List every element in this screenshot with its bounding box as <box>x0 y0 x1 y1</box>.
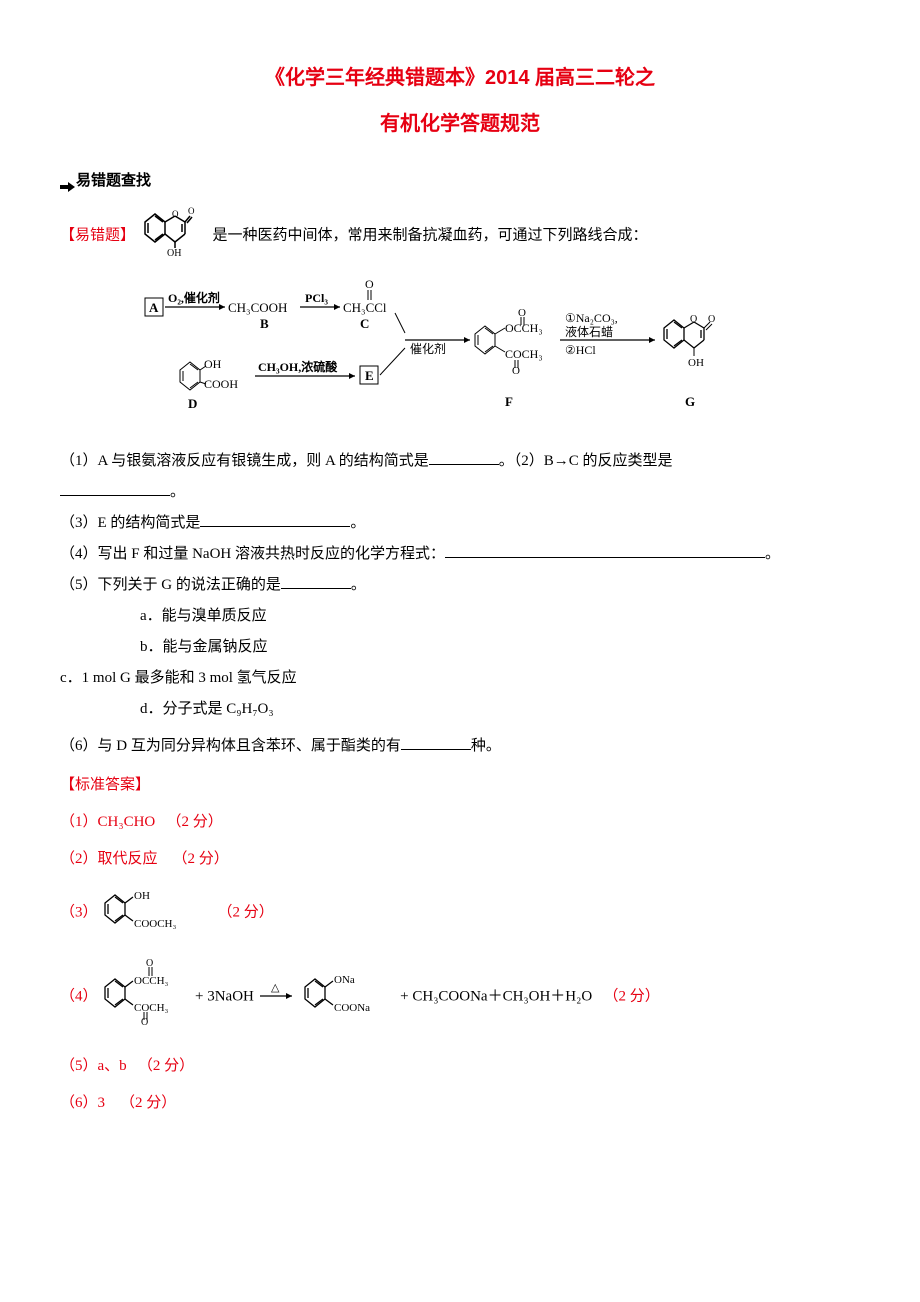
answer-6: （6）3 （2 分） <box>60 1090 860 1117</box>
svg-text:O: O <box>365 278 374 291</box>
q4-text: （4）写出 F 和过量 NaOH 溶液共热时反应的化学方程式： <box>60 546 445 562</box>
q1-blank <box>429 449 499 465</box>
q2-blank <box>60 480 170 496</box>
reaction-scheme: A O₂,催化剂 CH₃COOH B PCl₃ CH₃CCl O C OH CO… <box>60 278 860 438</box>
a6-score: （2 分） <box>120 1095 176 1111</box>
svg-text:COCH₃: COCH₃ <box>505 347 543 361</box>
svg-text:OH: OH <box>134 890 150 902</box>
a4-score: （2 分） <box>603 988 659 1004</box>
section-find-text: 易错题查找 <box>76 172 151 189</box>
a5-text: （5）a、b <box>60 1058 127 1074</box>
svg-text:O: O <box>172 209 179 219</box>
opt-a: a．能与溴单质反应 <box>60 603 860 630</box>
answer-5: （5）a、b （2 分） <box>60 1053 860 1080</box>
opt-b: b．能与金属钠反应 <box>60 634 860 661</box>
answer-1: （1）CH₃CHO （2 分） <box>60 809 860 836</box>
a1-text: （1）CH₃CHO <box>60 814 155 830</box>
label-A: A <box>149 300 159 315</box>
q2-end: 。 <box>170 484 185 500</box>
a2-text: （2）取代反应 <box>60 851 158 867</box>
q6-end: 种。 <box>471 738 501 754</box>
q1-line: （1）A 与银氨溶液反应有银镜生成，则 A 的结构简式是 。（2）B→C 的反应类… <box>60 448 860 475</box>
svg-text:CH₃OH,浓硫酸: CH₃OH,浓硫酸 <box>258 359 338 374</box>
a4-mid: + 3NaOH <box>195 988 258 1004</box>
a6-text: （6）3 <box>60 1095 105 1111</box>
answer-3: （3） OH COOCH₃ （2 分） <box>60 883 860 943</box>
svg-text:OH: OH <box>204 357 222 371</box>
q6-line: （6）与 D 互为同分异构体且含苯环、属于酯类的有 种。 <box>60 733 860 760</box>
svg-text:液体石蜡: 液体石蜡 <box>565 324 613 339</box>
a1-score: （2 分） <box>167 814 223 830</box>
svg-text:CH₃CCl: CH₃CCl <box>343 300 387 315</box>
svg-text:△: △ <box>271 982 280 994</box>
svg-text:O: O <box>518 307 526 319</box>
svg-text:F: F <box>505 394 513 409</box>
q6-text: （6）与 D 互为同分异构体且含苯环、属于酯类的有 <box>60 738 401 754</box>
svg-text:催化剂: 催化剂 <box>410 341 446 356</box>
a5-score: （2 分） <box>138 1058 194 1074</box>
intro-tag: 【易错题】 <box>60 227 135 243</box>
a3-text: （3） <box>60 904 98 920</box>
svg-text:COONa: COONa <box>334 1002 370 1014</box>
q3-line: （3）E 的结构简式是 。 <box>60 510 860 537</box>
opt-c: c．1 mol G 最多能和 3 mol 氢气反应 <box>60 665 860 692</box>
a3-score: （2 分） <box>218 904 274 920</box>
answer-4: （4） OCCH₃ O COCH₃ O + 3NaOH △ <box>60 957 860 1037</box>
q5-blank <box>281 573 351 589</box>
q3-blank <box>200 511 350 527</box>
q6-blank <box>401 734 471 750</box>
svg-text:CH₃COOH: CH₃COOH <box>228 300 287 315</box>
svg-text:O: O <box>188 206 195 216</box>
intro-structure: O O OH <box>139 202 209 270</box>
svg-text:PCl₃: PCl₃ <box>305 291 328 305</box>
svg-text:O: O <box>690 314 697 325</box>
svg-text:①Na₂CO₃,: ①Na₂CO₃, <box>565 311 618 325</box>
q5-text: （5）下列关于 G 的说法正确的是 <box>60 577 281 593</box>
q1-text-a: （1）A 与银氨溶液反应有银镜生成，则 A 的结构简式是 <box>60 453 429 469</box>
q3-end: 。 <box>350 515 365 531</box>
q5-line: （5）下列关于 G 的说法正确的是 。 <box>60 572 860 599</box>
answer-2: （2）取代反应 （2 分） <box>60 846 860 873</box>
sub-title: 有机化学答题规范 <box>60 106 860 142</box>
pointer-icon <box>60 175 76 187</box>
opt-d: d．分子式是 C₉H₇O₃ <box>60 696 860 723</box>
svg-text:OH: OH <box>167 248 181 259</box>
a4-right: + CH₃COONa＋CH₃OH＋H₂O <box>400 988 592 1004</box>
a4-reactant: OCCH₃ O COCH₃ O <box>101 957 191 1037</box>
intro-line: 【易错题】 O O OH 是一种医药中间 <box>60 202 860 270</box>
a4-product: ONa COONa <box>301 967 396 1027</box>
svg-text:E: E <box>365 368 374 383</box>
svg-text:B: B <box>260 316 269 331</box>
a4-text: （4） <box>60 988 98 1004</box>
answers-header: 【标准答案】 <box>60 772 860 799</box>
q1-text-b: 。（2）B→C 的反应类型是 <box>499 453 673 469</box>
intro-text: 是一种医药中间体，常用来制备抗凝血药，可通过下列路线合成： <box>213 227 648 243</box>
svg-text:C: C <box>360 316 369 331</box>
svg-text:O₂,催化剂: O₂,催化剂 <box>168 290 220 305</box>
q2-line: 。 <box>60 479 860 506</box>
a3-structure: OH COOCH₃ <box>101 883 191 943</box>
svg-text:②HCl: ②HCl <box>565 343 596 357</box>
svg-text:COCH₃: COCH₃ <box>134 1002 169 1014</box>
q5-end: 。 <box>351 577 366 593</box>
a2-score: （2 分） <box>173 851 229 867</box>
svg-text:G: G <box>685 394 695 409</box>
q4-end: 。 <box>765 546 780 562</box>
section-find-header: 易错题查找 <box>60 167 860 194</box>
svg-text:COOCH₃: COOCH₃ <box>134 918 177 930</box>
svg-text:OH: OH <box>688 357 704 369</box>
svg-text:O: O <box>512 365 520 377</box>
svg-text:ONa: ONa <box>334 974 355 986</box>
svg-text:COOH: COOH <box>204 377 238 391</box>
svg-text:D: D <box>188 396 197 411</box>
q3-text: （3）E 的结构简式是 <box>60 515 200 531</box>
main-title: 《化学三年经典错题本》2014 届高三二轮之 <box>60 60 860 96</box>
q4-line: （4）写出 F 和过量 NaOH 溶液共热时反应的化学方程式： 。 <box>60 541 860 568</box>
svg-text:OCCH₃: OCCH₃ <box>134 975 169 987</box>
a4-arrow: △ <box>258 982 298 1012</box>
q4-blank <box>445 542 765 558</box>
